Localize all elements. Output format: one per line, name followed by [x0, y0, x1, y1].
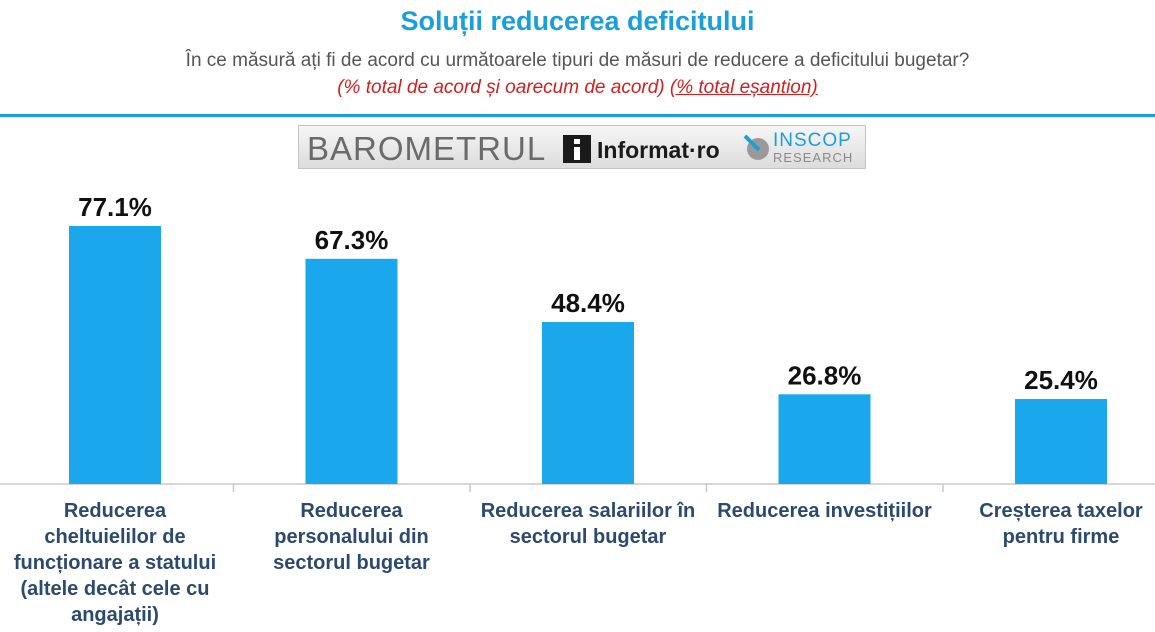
bar-value-label-4: 26.8% — [788, 360, 862, 390]
bar-value-label-1: 77.1% — [78, 192, 152, 222]
research-wordmark: RESEARCH — [773, 150, 854, 165]
informat-i-icon — [563, 135, 591, 163]
category-label-3: Reducerea salariilor în sectorul bugetar — [480, 500, 696, 548]
inscop-wordmark: INSCOP — [773, 130, 852, 151]
bar-5 — [1015, 399, 1107, 484]
bar-2 — [305, 258, 398, 484]
chart-subtitle: În ce măsură ați fi de acord cu următoar… — [185, 50, 970, 71]
note-agreement: (% total de acord și oarecum de acord) — [337, 77, 665, 98]
category-label-1: Reducerea cheltuielilor de funcționare a… — [13, 500, 217, 626]
barometrul-wordmark: BAROMETRUL — [307, 130, 547, 167]
chart-note: (% total de acord și oarecum de acord) (… — [0, 77, 1155, 99]
bar-value-label-3: 48.4% — [551, 288, 625, 318]
barometrul-logo-banner: BAROMETRUL Informat·ro INSCOP RESEARCH — [298, 125, 866, 169]
category-label-2: Reducerea personalului din sectorul buge… — [273, 500, 430, 574]
chart-title: Soluții reducerea deficitului — [400, 6, 755, 36]
bar-1 — [69, 226, 161, 484]
bar-3 — [542, 322, 634, 484]
bar-4 — [778, 394, 871, 484]
header-divider — [0, 114, 1155, 117]
informat-wordmark: Informat·ro — [597, 137, 720, 163]
category-label-5: Creșterea taxelor pentru firme — [979, 500, 1143, 548]
note-sample: (% total eșantion) — [669, 77, 818, 98]
inscop-logo-icon — [743, 134, 769, 160]
bar-value-label-2: 67.3% — [315, 225, 389, 255]
bar-value-label-5: 25.4% — [1024, 365, 1098, 395]
category-label-4: Reducerea investițiilor — [717, 500, 932, 522]
